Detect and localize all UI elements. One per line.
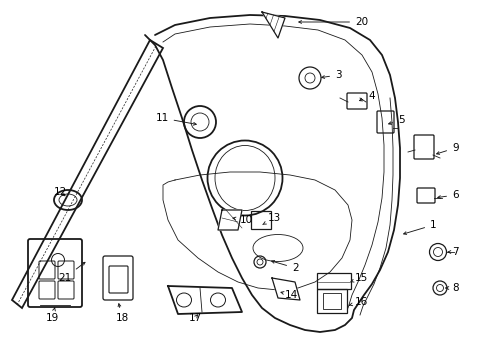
Text: 14: 14 [281, 290, 298, 300]
Text: 1: 1 [403, 220, 436, 234]
Text: 2: 2 [271, 261, 298, 273]
Text: 13: 13 [262, 213, 281, 225]
Text: 16: 16 [348, 297, 367, 307]
Text: 15: 15 [350, 273, 367, 283]
Text: 4: 4 [359, 91, 374, 101]
Text: 9: 9 [436, 143, 458, 154]
Text: 18: 18 [115, 304, 128, 323]
Text: 7: 7 [447, 247, 458, 257]
Polygon shape [262, 12, 285, 38]
Text: 6: 6 [437, 190, 458, 200]
Text: 8: 8 [445, 283, 458, 293]
Text: 3: 3 [321, 70, 341, 80]
Text: 17: 17 [188, 313, 201, 323]
Text: 11: 11 [155, 113, 196, 125]
Polygon shape [218, 210, 242, 230]
Text: 20: 20 [298, 17, 367, 27]
Text: 21: 21 [58, 262, 85, 283]
Polygon shape [271, 278, 299, 300]
Text: 12: 12 [53, 187, 66, 197]
Text: 10: 10 [232, 215, 253, 225]
Polygon shape [168, 286, 242, 314]
Text: 5: 5 [388, 115, 404, 125]
Text: 19: 19 [45, 307, 59, 323]
